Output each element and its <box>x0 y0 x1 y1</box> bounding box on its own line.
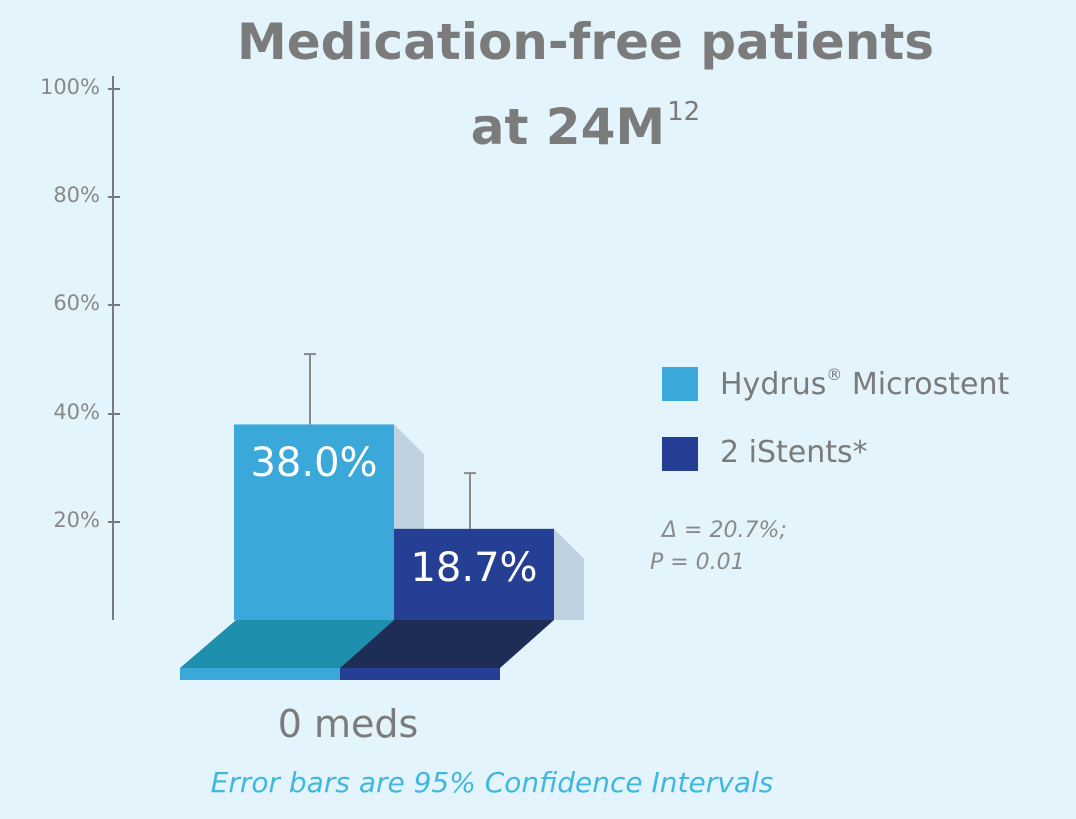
y-tick-label: 40% <box>53 399 100 424</box>
y-tick-label: 80% <box>53 183 100 208</box>
p-value-annotation: P = 0.01 <box>650 550 745 575</box>
legend-label-hydrus: Hydrus® Microstent <box>720 365 1010 402</box>
y-tick-mark <box>108 196 120 199</box>
floor-top-istent <box>340 620 554 668</box>
floor-top-hydrus <box>180 620 394 668</box>
delta-annotation: Δ = 20.7%; <box>662 518 787 543</box>
y-tick-mark <box>108 520 120 523</box>
bar-value-label-istent: 18.7% <box>410 544 538 591</box>
bar-shadow-istent <box>554 528 584 620</box>
chart-title-line1: Medication-free patients <box>236 13 935 71</box>
bar-istent <box>394 528 554 620</box>
y-tick-label: 100% <box>39 75 100 99</box>
error-bar-footnote: Error bars are 95% Confidence Intervals <box>210 766 774 799</box>
y-tick-mark <box>108 412 120 415</box>
title-superscript: 12 <box>667 97 701 127</box>
floor-front-istent <box>340 668 500 680</box>
legend-swatch-istent <box>662 437 698 471</box>
bar-value-label-hydrus: 38.0% <box>250 440 378 487</box>
y-tick-mark <box>108 88 120 90</box>
bar-hydrus <box>234 424 394 620</box>
legend-swatch-hydrus <box>662 367 698 401</box>
legend-label-istent: 2 iStents* <box>720 435 868 470</box>
x-category-label: 0 meds <box>277 702 419 746</box>
y-tick-mark <box>108 304 120 307</box>
y-axis-line <box>112 76 114 620</box>
chart-title-line2: at 24M12 <box>470 97 701 156</box>
y-tick-label: 60% <box>53 291 100 316</box>
floor-front-hydrus <box>180 668 340 680</box>
y-tick-label: 20% <box>53 507 100 532</box>
